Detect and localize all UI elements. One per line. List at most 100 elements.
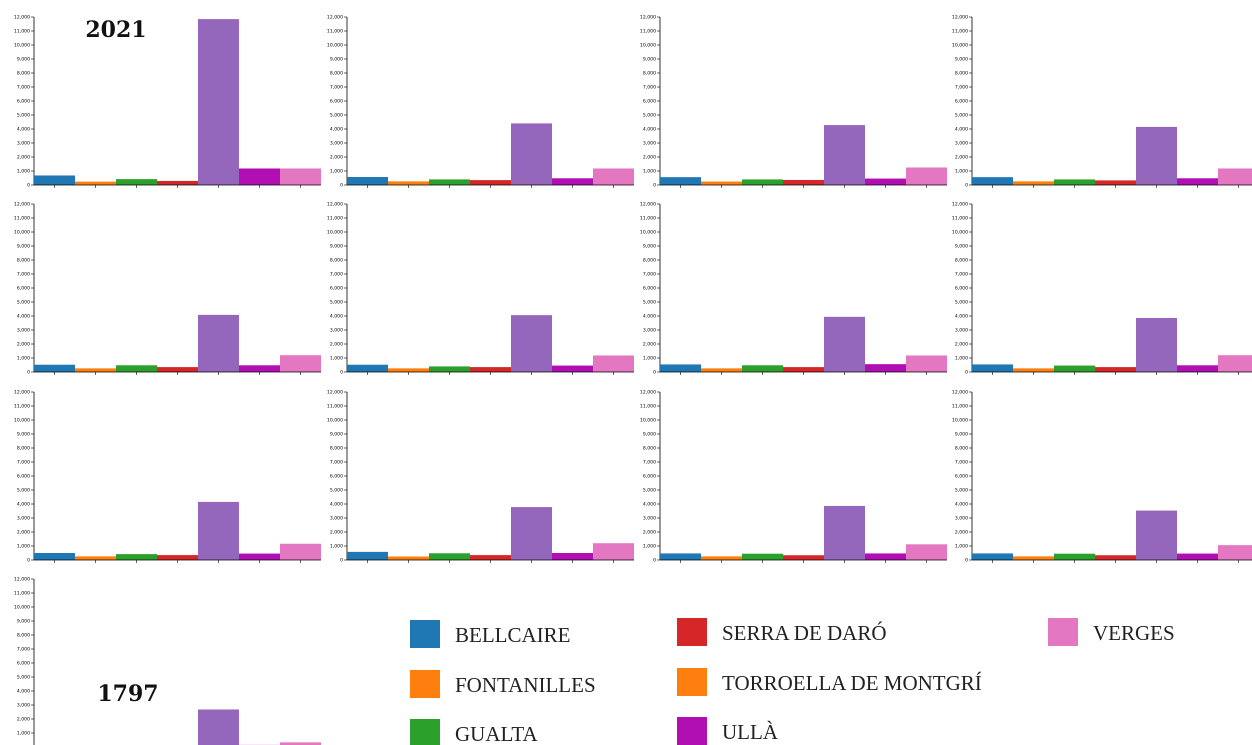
y-tick-label: 1,000 bbox=[330, 356, 343, 362]
legend-label: ULLÀ bbox=[722, 720, 779, 744]
y-tick-label: 4,000 bbox=[643, 127, 656, 133]
panel-11: 0 1,000 2,000 3,000 4,000 5,000 6,000 7,000 8,00… bbox=[640, 390, 947, 564]
y-tick-label: 2,000 bbox=[17, 342, 30, 348]
y-tick-label: 7,000 bbox=[17, 647, 30, 653]
y-tick-label: 12,000 bbox=[327, 15, 343, 21]
y-tick-label: 10,000 bbox=[952, 230, 968, 236]
y-tick-label: 9,000 bbox=[643, 432, 656, 438]
y-tick-label: 2,000 bbox=[643, 155, 656, 161]
y-tick-label: 5,000 bbox=[330, 300, 343, 306]
y-tick-label: 7,000 bbox=[330, 460, 343, 466]
y-tick-label: 10,000 bbox=[640, 418, 656, 424]
panel-5: 0 1,000 2,000 3,000 4,000 5,000 6,000 7,000 8,00… bbox=[14, 202, 321, 376]
panel-6: 0 1,000 2,000 3,000 4,000 5,000 6,000 7,000 8,00… bbox=[327, 202, 634, 376]
y-tick-label: 12,000 bbox=[327, 202, 343, 208]
y-tick-label: 0 bbox=[653, 370, 656, 376]
y-tick-label: 11,000 bbox=[14, 29, 30, 35]
y-tick-label: 6,000 bbox=[330, 286, 343, 292]
y-tick-label: 11,000 bbox=[640, 29, 656, 35]
y-tick-label: 5,000 bbox=[643, 113, 656, 119]
panel-7: 0 1,000 2,000 3,000 4,000 5,000 6,000 7,000 8,00… bbox=[640, 202, 947, 376]
y-tick-label: 7,000 bbox=[17, 272, 30, 278]
bar-serra-de-dar- bbox=[157, 555, 198, 560]
y-tick-label: 11,000 bbox=[14, 404, 30, 410]
bar-serra-de-dar- bbox=[783, 179, 824, 185]
bar-bellcaire bbox=[347, 551, 388, 560]
bar-ull- bbox=[552, 553, 593, 560]
bar-verges bbox=[280, 168, 321, 185]
legend-label: BELLCAIRE bbox=[455, 623, 571, 647]
bar-fontanilles bbox=[75, 181, 116, 185]
y-tick-label: 1,000 bbox=[955, 544, 968, 550]
y-tick-label: 9,000 bbox=[330, 244, 343, 250]
y-tick-label: 8,000 bbox=[330, 71, 343, 77]
y-tick-label: 10,000 bbox=[952, 418, 968, 424]
bar-gualta bbox=[429, 553, 470, 560]
y-tick-label: 9,000 bbox=[330, 57, 343, 63]
bar-ull- bbox=[239, 553, 280, 560]
y-tick-label: 0 bbox=[27, 558, 30, 564]
y-tick-label: 9,000 bbox=[17, 57, 30, 63]
y-tick-label: 4,000 bbox=[643, 502, 656, 508]
bar-fontanilles bbox=[388, 181, 429, 185]
y-tick-label: 8,000 bbox=[955, 71, 968, 77]
y-tick-label: 12,000 bbox=[952, 15, 968, 21]
y-tick-label: 10,000 bbox=[952, 43, 968, 49]
y-tick-label: 12,000 bbox=[640, 202, 656, 208]
y-tick-label: 8,000 bbox=[330, 446, 343, 452]
y-tick-label: 6,000 bbox=[955, 286, 968, 292]
y-tick-label: 2,000 bbox=[17, 717, 30, 723]
y-tick-label: 8,000 bbox=[330, 258, 343, 264]
y-tick-label: 1,000 bbox=[330, 544, 343, 550]
y-tick-label: 3,000 bbox=[955, 516, 968, 522]
legend-label: TORROELLA DE MONTGRÍ bbox=[722, 671, 982, 695]
y-tick-label: 4,000 bbox=[955, 314, 968, 320]
y-tick-label: 0 bbox=[653, 558, 656, 564]
y-tick-label: 4,000 bbox=[330, 127, 343, 133]
bar-bellcaire bbox=[34, 175, 75, 185]
y-tick-label: 11,000 bbox=[640, 216, 656, 222]
panel-9: 0 1,000 2,000 3,000 4,000 5,000 6,000 7,000 8,00… bbox=[14, 390, 321, 564]
bar-torroella-de-montgr- bbox=[511, 315, 552, 372]
legend-swatch bbox=[677, 618, 707, 646]
y-tick-label: 0 bbox=[340, 558, 343, 564]
bar-ull- bbox=[1177, 365, 1218, 372]
y-tick-label: 12,000 bbox=[14, 390, 30, 396]
y-tick-label: 6,000 bbox=[17, 286, 30, 292]
bar-bellcaire bbox=[347, 364, 388, 372]
y-tick-label: 4,000 bbox=[330, 314, 343, 320]
bar-torroella-de-montgr- bbox=[511, 123, 552, 185]
y-tick-label: 1,000 bbox=[643, 169, 656, 175]
y-tick-label: 8,000 bbox=[643, 446, 656, 452]
bar-verges bbox=[593, 355, 634, 372]
bar-verges bbox=[593, 543, 634, 560]
legend-label: SERRA DE DARÓ bbox=[722, 621, 887, 645]
bar-torroella-de-montgr- bbox=[198, 19, 239, 185]
panel-year-label: 2021 bbox=[85, 17, 146, 43]
y-tick-label: 9,000 bbox=[955, 57, 968, 63]
y-tick-label: 5,000 bbox=[330, 488, 343, 494]
panel-4: 0 1,000 2,000 3,000 4,000 5,000 6,000 7,000 8,00… bbox=[952, 15, 1252, 189]
y-tick-label: 7,000 bbox=[330, 272, 343, 278]
y-tick-label: 3,000 bbox=[955, 328, 968, 334]
bar-verges bbox=[280, 355, 321, 372]
panel-1: 0 1,000 2,000 3,000 4,000 5,000 6,000 7,000 8,00… bbox=[14, 15, 321, 189]
y-tick-label: 2,000 bbox=[330, 530, 343, 536]
y-tick-label: 3,000 bbox=[955, 141, 968, 147]
y-tick-label: 11,000 bbox=[952, 29, 968, 35]
y-tick-label: 0 bbox=[965, 558, 968, 564]
y-tick-label: 7,000 bbox=[955, 272, 968, 278]
bar-torroella-de-montgr- bbox=[1136, 317, 1177, 372]
y-tick-label: 7,000 bbox=[17, 460, 30, 466]
y-tick-label: 0 bbox=[965, 370, 968, 376]
bar-fontanilles bbox=[701, 368, 742, 372]
y-tick-label: 12,000 bbox=[327, 390, 343, 396]
bar-torroella-de-montgr- bbox=[198, 709, 239, 745]
y-tick-label: 3,000 bbox=[643, 516, 656, 522]
y-tick-label: 6,000 bbox=[643, 286, 656, 292]
bar-verges bbox=[280, 742, 321, 745]
legend-item: FONTANILLES bbox=[410, 670, 596, 698]
bar-torroella-de-montgr- bbox=[824, 505, 865, 560]
y-tick-label: 10,000 bbox=[327, 418, 343, 424]
y-tick-label: 10,000 bbox=[327, 230, 343, 236]
